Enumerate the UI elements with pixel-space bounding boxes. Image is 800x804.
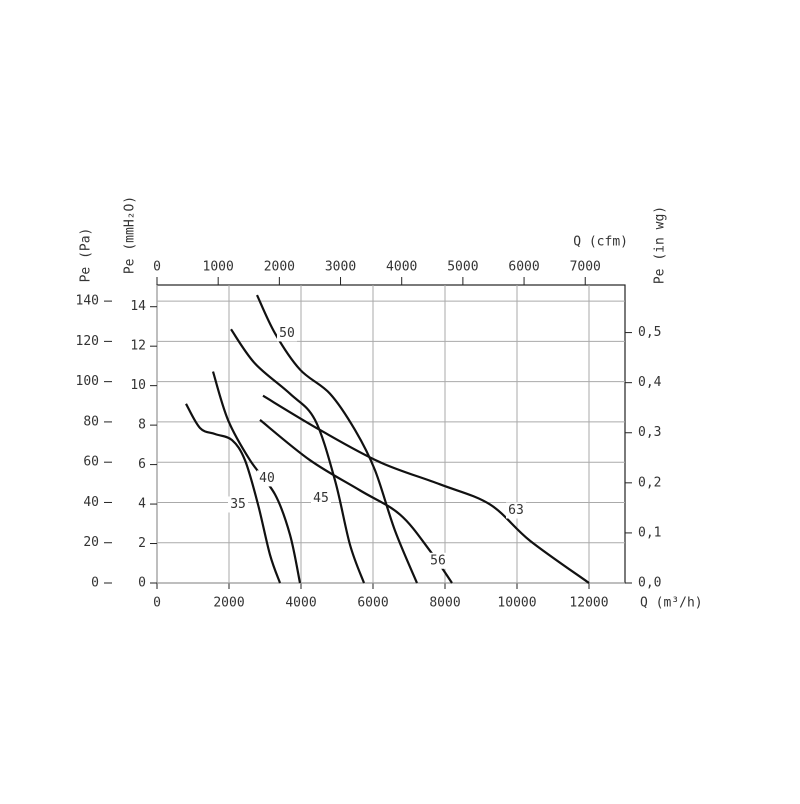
curve-label-bg	[310, 490, 331, 507]
y3-axis-title: Pe (in wg)	[653, 206, 668, 284]
x-tick-label: 0	[153, 596, 161, 611]
y3-tick-label: 0,4	[638, 375, 662, 390]
x-tick-label: 4000	[285, 596, 316, 611]
y-tick-label: 80	[83, 414, 99, 429]
curve-label-bg	[277, 325, 298, 342]
y2-tick-label: 0	[138, 576, 146, 591]
curve-label-bg	[506, 502, 526, 519]
fan-curve	[185, 403, 282, 584]
x2-tick-label: 0	[153, 260, 161, 275]
fan-curve	[211, 371, 302, 584]
y-tick-label: 100	[76, 374, 99, 389]
y2-tick-label: 2	[138, 536, 146, 551]
x2-tick-label: 4000	[386, 260, 417, 275]
x-tick-label: 12000	[569, 596, 608, 611]
x2-axis-title: Q (cfm)	[573, 235, 628, 250]
y2-tick-label: 10	[130, 378, 146, 393]
x-axis-title: Q (m³/h)	[640, 596, 703, 611]
fan-curve	[230, 328, 366, 584]
x2-tick-label: 1000	[203, 260, 234, 275]
x-tick-label: 2000	[213, 596, 244, 611]
plot-frame	[156, 284, 626, 584]
fan-curve	[259, 419, 453, 584]
y2-tick-label: 6	[138, 457, 146, 472]
x2-tick-label: 7000	[570, 260, 601, 275]
curve-label-bg	[257, 470, 278, 487]
curve-label-bg	[427, 552, 448, 569]
y-axis-title: Pe (Pa)	[79, 228, 94, 283]
y-tick-label: 40	[83, 495, 99, 510]
y3-tick-label: 0,3	[638, 425, 661, 440]
y2-tick-label: 8	[138, 418, 146, 433]
fan-curve	[262, 394, 590, 584]
curve-label: 45	[313, 491, 329, 506]
x2-tick-label: 3000	[325, 260, 356, 275]
y2-tick-label: 4	[138, 497, 146, 512]
x2-tick-label: 2000	[264, 260, 295, 275]
x-tick-label: 6000	[357, 596, 388, 611]
y3-tick-label: 0,1	[638, 525, 661, 540]
curve-label: 56	[430, 553, 446, 568]
curve-label: 50	[279, 326, 295, 341]
y-tick-label: 60	[83, 455, 99, 470]
y2-tick-label: 12	[130, 339, 146, 354]
y3-tick-label: 0,5	[638, 325, 661, 340]
y-tick-label: 120	[76, 334, 99, 349]
y-tick-label: 0	[91, 576, 99, 591]
x2-tick-label: 6000	[508, 260, 539, 275]
x-tick-label: 8000	[429, 596, 460, 611]
y3-tick-label: 0,0	[638, 576, 661, 591]
curve-label: 35	[230, 497, 246, 512]
y2-axis-title: Pe (mmH₂O)	[123, 196, 138, 274]
y2-tick-label: 14	[130, 299, 146, 314]
y-tick-label: 20	[83, 535, 99, 550]
curve-label: 40	[259, 471, 275, 486]
x2-tick-label: 5000	[447, 260, 478, 275]
y-tick-label: 140	[76, 294, 99, 309]
curve-label: 63	[508, 503, 524, 518]
x-tick-label: 10000	[497, 596, 536, 611]
fan-curve	[256, 294, 419, 584]
curve-label-bg	[228, 496, 249, 513]
y3-tick-label: 0,2	[638, 475, 661, 490]
